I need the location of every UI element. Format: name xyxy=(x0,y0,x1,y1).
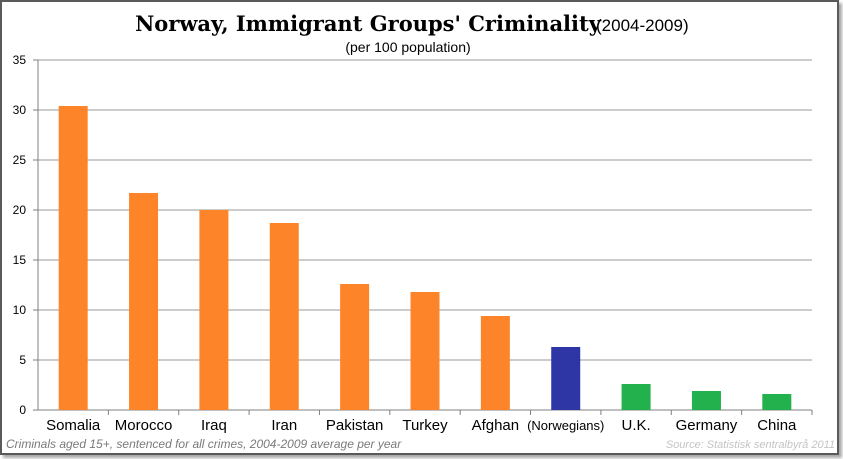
chart-source: Source: Statistisk sentralbyrå 2011 xyxy=(666,439,835,451)
chart-title: Norway, Immigrant Groups' Criminality xyxy=(135,11,602,36)
chart-subtitle: (per 100 population) xyxy=(345,39,470,55)
bar-iraq xyxy=(199,210,229,410)
bar-morocco xyxy=(129,193,159,410)
y-tick-label: 15 xyxy=(13,253,27,267)
y-tick-label: 5 xyxy=(19,353,26,367)
x-tick-label: Morocco xyxy=(115,417,173,434)
x-tick-label: Somalia xyxy=(46,417,101,434)
y-tick-label: 10 xyxy=(13,303,27,317)
x-tick-label: Pakistan xyxy=(326,417,384,434)
bar-norwegians xyxy=(551,347,581,410)
y-tick-label: 30 xyxy=(13,103,27,117)
y-tick-label: 0 xyxy=(19,403,26,417)
bar-iran xyxy=(269,223,299,410)
y-axis: 0 5 10 15 20 25 30 35 xyxy=(13,53,39,417)
chart-footnote: Criminals aged 15+, sentenced for all cr… xyxy=(6,437,402,451)
gridlines xyxy=(38,59,812,411)
bar-somalia xyxy=(58,106,88,410)
x-tick-label: China xyxy=(757,417,797,434)
x-tick-label: Germany xyxy=(676,417,738,434)
x-tick-label: U.K. xyxy=(621,417,650,434)
bars xyxy=(58,106,792,410)
x-tick-label: (Norwegians) xyxy=(527,418,604,433)
bar-china xyxy=(762,394,792,410)
chart-title-period: (2004-2009) xyxy=(596,16,689,35)
x-tick-label: Iran xyxy=(271,417,297,434)
bar-pakistan xyxy=(340,284,370,410)
x-axis: Somalia Morocco Iraq Iran Pakistan Turkey Afgh… xyxy=(46,410,813,434)
x-tick-label: Afghan xyxy=(472,417,520,434)
x-tick-label: Iraq xyxy=(201,417,227,434)
bar-afghan xyxy=(480,316,510,410)
bar-u-k xyxy=(621,384,651,410)
y-tick-label: 35 xyxy=(13,53,27,67)
bar-turkey xyxy=(410,292,440,410)
y-tick-label: 20 xyxy=(13,203,27,217)
x-tick-label: Turkey xyxy=(402,417,448,434)
y-tick-label: 25 xyxy=(13,153,27,167)
bar-germany xyxy=(691,391,721,410)
